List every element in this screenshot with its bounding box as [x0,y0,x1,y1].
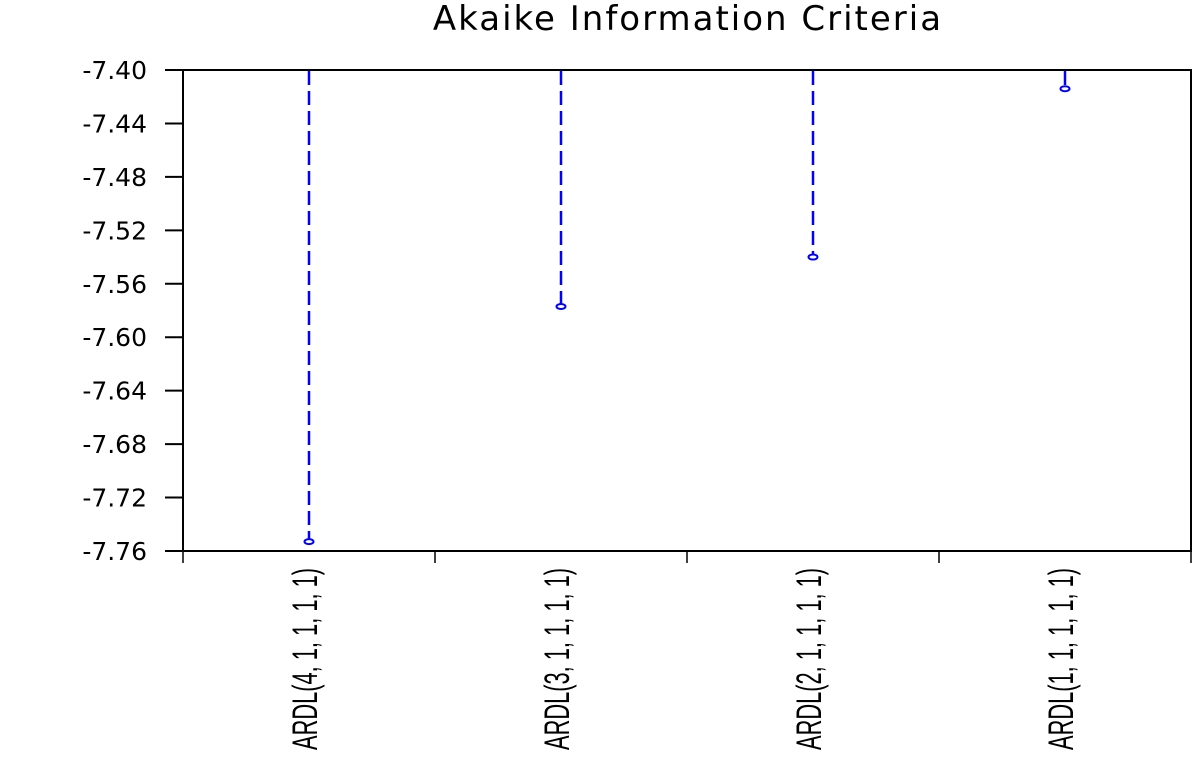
data-point [555,302,567,310]
y-tick-label: -7.72 [82,484,147,513]
x-tick-label: ARDL(3, 1, 1, 1, 1) [539,568,577,750]
y-tick-label: -7.48 [82,163,147,192]
plot-frame [182,69,1192,552]
y-tick-label: -7.64 [82,377,147,406]
y-tick-label: -7.44 [82,109,147,138]
data-marks [303,71,1071,546]
chart-title: Akaike Information Criteria [433,0,943,39]
y-tick-label: -7.52 [82,216,147,245]
y-axis: -7.40 -7.44 -7.48 -7.52 -7.56 -7.60 -7.64 -7.68… [82,56,183,566]
data-point [807,253,819,261]
x-tick-label: ARDL(4, 1, 1, 1, 1) [287,568,325,750]
data-point [303,538,315,546]
data-point [1059,85,1071,93]
y-tick-label: -7.76 [82,537,147,566]
y-tick-label: -7.60 [82,323,147,352]
y-tick-label: -7.56 [82,270,147,299]
x-tick-label: ARDL(2, 1, 1, 1, 1) [791,568,829,750]
x-tick-label: ARDL(1, 1, 1, 1, 1) [1043,568,1081,750]
y-tick-label: -7.40 [82,56,147,85]
y-tick-label: -7.68 [82,430,147,459]
x-axis: ARDL(4, 1, 1, 1, 1) ARDL(3, 1, 1, 1, 1) AR… [182,551,1192,750]
